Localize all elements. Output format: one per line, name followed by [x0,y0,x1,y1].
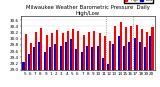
Bar [88,32,90,70]
Bar [77,31,79,70]
Bar [62,33,64,70]
Bar [152,27,153,70]
Bar [91,47,93,70]
Bar [146,32,148,70]
Bar [28,54,30,70]
Bar [65,42,67,70]
Bar [93,31,95,70]
Bar [23,62,24,70]
Bar [86,46,88,70]
Bar [67,31,69,70]
Bar [130,26,132,70]
Bar [35,32,37,70]
Bar [56,30,58,70]
Title: Milwaukee Weather Barometric Pressure  Daily High/Low: Milwaukee Weather Barometric Pressure Da… [26,5,150,16]
Bar [83,35,85,70]
Bar [97,46,99,70]
Bar [51,33,53,70]
Bar [46,35,48,70]
Bar [118,36,120,70]
Bar [139,42,141,70]
Bar [107,64,109,70]
Bar [136,25,138,70]
Bar [123,46,125,70]
Bar [54,44,56,70]
Bar [24,34,27,70]
Bar [134,38,136,70]
Bar [40,28,42,70]
Bar [125,27,127,70]
Bar [141,29,143,70]
Bar [44,52,46,70]
Legend: High, Low: High, Low [124,0,153,3]
Bar [81,52,83,70]
Bar [149,36,152,70]
Bar [75,49,77,70]
Bar [30,43,32,70]
Bar [99,33,101,70]
Bar [114,26,116,70]
Bar [33,47,35,70]
Bar [70,39,72,70]
Bar [120,22,122,70]
Bar [72,29,74,70]
Bar [102,58,104,70]
Bar [144,47,146,70]
Bar [49,47,51,70]
Bar [112,44,114,70]
Bar [38,42,40,70]
Bar [60,46,62,70]
Bar [104,36,106,70]
Bar [109,41,111,70]
Bar [128,42,130,70]
